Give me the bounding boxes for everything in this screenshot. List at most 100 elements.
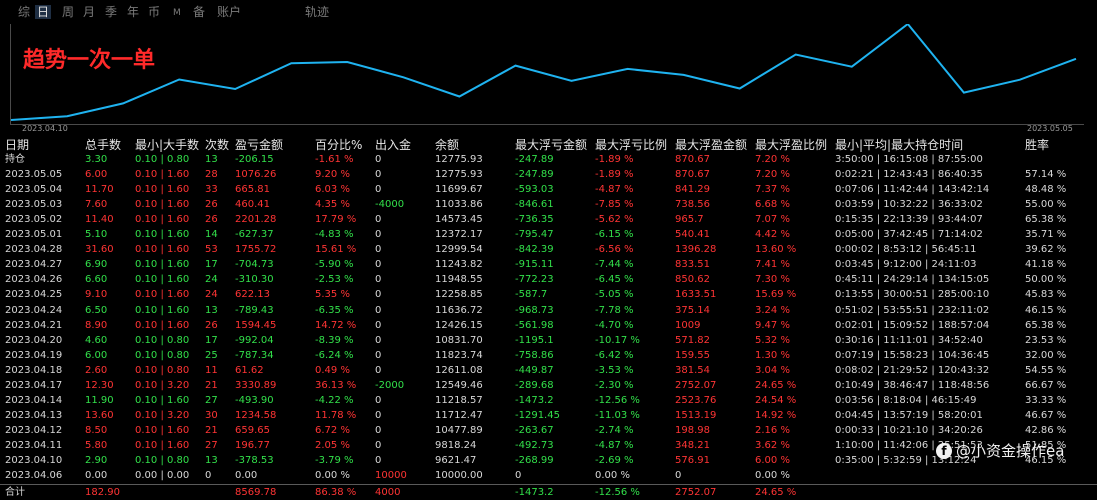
table-row[interactable]: 2023.05.02 11.40 0.10 | 1.60 26 2201.28 17.79…: [0, 212, 1097, 227]
table-row[interactable]: 2023.04.13 13.60 0.10 | 3.20 30 1234.58 11.78…: [0, 408, 1097, 423]
table-row[interactable]: 2023.04.25 9.10 0.10 | 1.60 24 622.13 5.35 % 0…: [0, 287, 1097, 302]
table-row[interactable]: 2023.04.20 4.60 0.10 | 0.80 17 -992.04 -8.39 …: [0, 333, 1097, 348]
column-header: 最大浮亏金额: [515, 138, 588, 152]
tab-1[interactable]: 日: [35, 5, 52, 19]
tab-2[interactable]: 周: [62, 5, 75, 19]
table-cell: 1.30 %: [755, 349, 790, 361]
table-cell: 11712.47: [435, 409, 483, 421]
table-row[interactable]: 2023.04.28 31.60 0.10 | 1.60 53 1755.72 15.61…: [0, 242, 1097, 257]
table-cell: 0: [515, 470, 522, 482]
table-cell: 665.81: [235, 184, 270, 196]
table-row[interactable]: 2023.04.06 0.00 0.00 | 0.00 0 0.00 0.00 % 1000…: [0, 468, 1097, 483]
table-cell: 0: [375, 154, 382, 165]
table-row[interactable]: 2023.04.19 6.00 0.10 | 0.80 25 -787.34 -6.24 …: [0, 348, 1097, 363]
tab-0[interactable]: 综: [18, 5, 31, 19]
table-cell: 2023.04.19: [5, 349, 63, 361]
column-header: 最大浮亏比例: [595, 138, 668, 152]
table-row[interactable]: 2023.04.26 6.60 0.10 | 1.60 24 -310.30 -2.53 …: [0, 272, 1097, 287]
table-cell: 0.10 | 0.80: [135, 455, 190, 466]
tab-10[interactable]: 轨迹: [305, 5, 330, 19]
table-row[interactable]: 2023.04.17 12.30 0.10 | 3.20 21 3330.89 36.13…: [0, 378, 1097, 393]
table-cell: 12775.93: [435, 154, 483, 165]
table-cell: 13.60: [85, 409, 114, 421]
table-row[interactable]: 2023.05.01 5.10 0.10 | 1.60 14 -627.37 -4.83 …: [0, 227, 1097, 242]
tab-4[interactable]: 季: [105, 5, 118, 19]
table-cell: 3.04 %: [755, 364, 790, 376]
table-cell: 5.35 %: [315, 289, 350, 301]
table-cell: 15.69 %: [755, 289, 797, 301]
column-header: 余额: [435, 138, 460, 152]
table-cell: 2752.07: [675, 379, 717, 391]
table-cell: 30: [205, 409, 218, 421]
table-cell: -561.98: [515, 319, 554, 331]
table-cell: -310.30: [235, 274, 274, 286]
table-cell: -6.35 %: [315, 304, 354, 316]
table-cell: 3.24 %: [755, 304, 790, 316]
tab-3[interactable]: 月: [83, 5, 96, 19]
table-row[interactable]: 2023.04.10 2.90 0.10 | 0.80 13 -378.53 -3.79 …: [0, 453, 1097, 468]
table-cell: -789.43: [235, 304, 274, 316]
table-cell: -12.56 %: [595, 487, 640, 499]
table-cell: 11.90: [85, 394, 114, 406]
table-cell: 0:02:21 | 12:43:43 | 86:40:35: [835, 169, 983, 181]
table-cell: 2023.04.26: [5, 274, 63, 286]
table-row[interactable]: 2023.05.03 7.60 0.10 | 1.60 26 460.41 4.35 % -…: [0, 197, 1097, 212]
table-cell: 0.00: [85, 470, 108, 482]
equity-line: [11, 24, 1077, 121]
chart-start-date: 2023.04.10: [22, 124, 68, 133]
tab-5[interactable]: 年: [127, 5, 140, 19]
table-cell: 0: [375, 319, 382, 331]
table-row[interactable]: 2023.04.14 11.90 0.10 | 1.60 27 -493.90 -4.22…: [0, 393, 1097, 408]
table-cell: 0:07:19 | 15:58:23 | 104:36:45: [835, 349, 990, 361]
table-row[interactable]: 2023.04.27 6.90 0.10 | 1.60 17 -704.73 -5.90 …: [0, 257, 1097, 272]
table-cell: 33: [205, 184, 218, 196]
table-cell: 15.61 %: [315, 244, 357, 256]
table-cell: 0:03:56 | 8:18:04 | 46:15:49: [835, 394, 977, 406]
watermark-text: @小资金操作ea: [956, 442, 1065, 460]
table-cell: -4.83 %: [315, 229, 354, 241]
table-row[interactable]: 2023.04.24 6.50 0.10 | 1.60 13 -789.43 -6.35 …: [0, 303, 1097, 318]
table-cell: 13.60 %: [755, 244, 797, 256]
table-cell: 2023.04.14: [5, 394, 63, 406]
table-row[interactable]: 2023.04.12 8.50 0.10 | 1.60 21 659.65 6.72 % 0…: [0, 423, 1097, 438]
table-cell: 0.49 %: [315, 364, 350, 376]
table-cell: 11823.74: [435, 349, 483, 361]
table-row[interactable]: 持仓 3.30 0.10 | 0.80 13 -206.15 -1.61 % 0 12775.…: [0, 152, 1097, 167]
table-cell: 0: [375, 424, 382, 436]
table-cell: 0.10 | 1.60: [135, 424, 190, 436]
period-tab-bar: 综日周月季年币 M 备账户 轨迹: [0, 0, 1097, 24]
table-cell: 12999.54: [435, 244, 483, 256]
table-cell: 9.20 %: [315, 169, 350, 181]
table-cell: 2023.04.18: [5, 364, 63, 376]
table-row[interactable]: 2023.05.04 11.70 0.10 | 1.60 33 665.81 6.03 %…: [0, 182, 1097, 197]
table-cell: 833.51: [675, 259, 710, 271]
watermark: f @小资金操作ea: [936, 440, 1064, 461]
table-row[interactable]: 2023.04.11 5.80 0.10 | 1.60 27 196.77 2.05 % 0…: [0, 438, 1097, 453]
table-row[interactable]: 2023.05.05 6.00 0.10 | 1.60 28 1076.26 9.20 %…: [0, 167, 1097, 182]
table-cell: 0.10 | 0.80: [135, 349, 190, 361]
table-row[interactable]: 2023.04.18 2.60 0.10 | 0.80 11 61.62 0.49 % 0 1…: [0, 363, 1097, 378]
table-cell: -6.42 %: [595, 349, 634, 361]
table-cell: 0: [675, 470, 682, 482]
table-cell: -915.11: [515, 259, 554, 271]
column-header: 最小|大手数: [135, 138, 200, 152]
tab-9[interactable]: 账户: [217, 5, 242, 19]
tab-8[interactable]: 备: [193, 5, 206, 19]
table-cell: 0:02:01 | 15:09:52 | 188:57:04: [835, 319, 990, 331]
table-cell: 11243.82: [435, 259, 483, 271]
table-cell: 5.10: [85, 229, 108, 241]
table-cell: -10.17 %: [595, 334, 640, 346]
table-cell: 3.62 %: [755, 439, 790, 451]
table-cell: 540.41: [675, 229, 710, 241]
table-cell: 576.91: [675, 455, 710, 466]
table-row[interactable]: 2023.04.21 8.90 0.10 | 1.60 26 1594.45 14.72 …: [0, 318, 1097, 333]
table-cell: 6.00: [85, 169, 108, 181]
table-cell: -6.15 %: [595, 229, 634, 241]
table-cell: 0:35:00 | 5:32:59 | 13:12:24: [835, 455, 977, 466]
table-cell: 0:10:49 | 38:46:47 | 118:48:56: [835, 379, 990, 391]
tab-7[interactable]: M: [173, 8, 181, 18]
table-total-row[interactable]: 合计 182.90 8569.78 86.38 % 4000 -1473.2 -12.56 …: [0, 484, 1097, 500]
tab-6[interactable]: 币: [148, 5, 161, 19]
table-cell: 11948.55: [435, 274, 483, 286]
table-cell: 0:00:02 | 8:53:12 | 56:45:11: [835, 244, 977, 256]
